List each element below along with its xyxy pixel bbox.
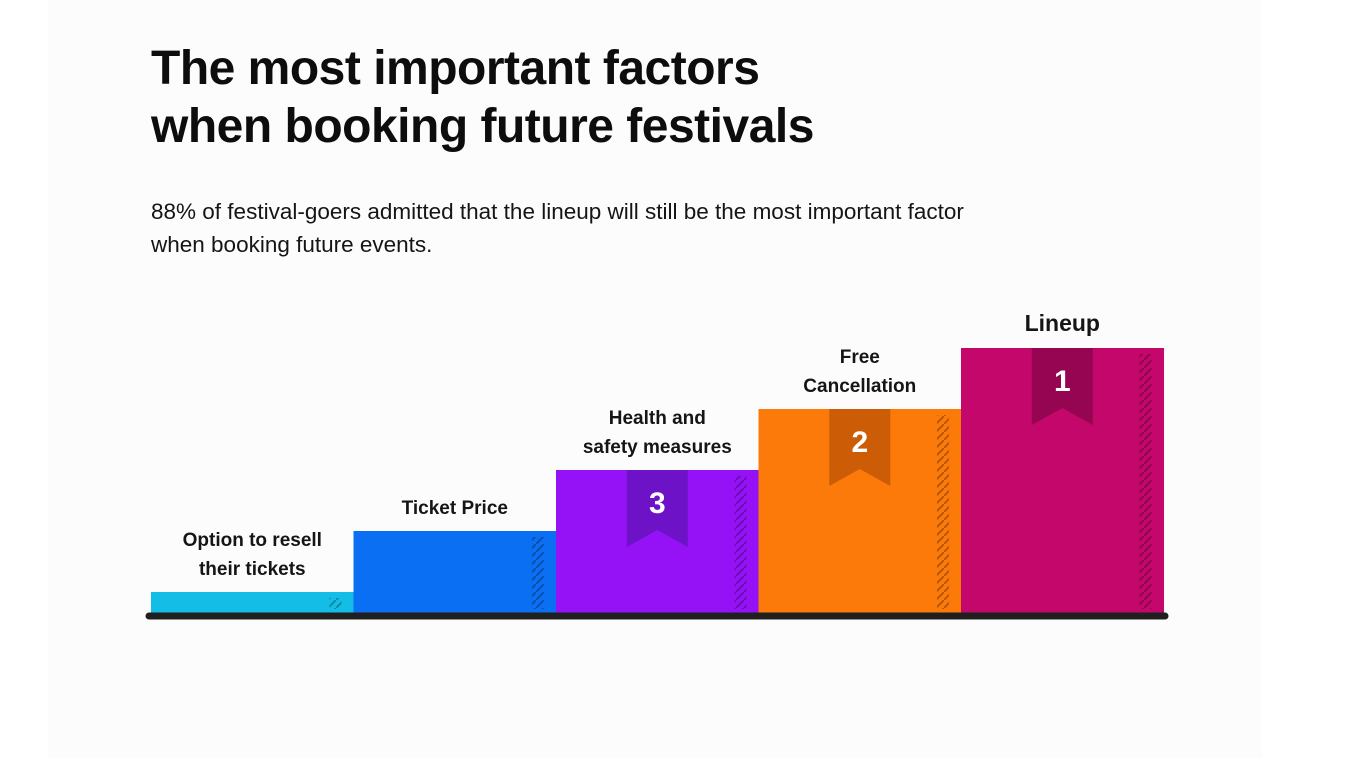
rank-ribbon bbox=[626, 470, 688, 547]
category-label: Health and safety measures bbox=[583, 408, 732, 458]
page-title: The most important factors when booking … bbox=[151, 42, 814, 153]
bar-hatch-option-to-resell-their-tickets bbox=[329, 598, 342, 609]
category-label: Option to resell their tickets bbox=[183, 530, 322, 580]
category-label: Lineup bbox=[1025, 310, 1100, 336]
bar-hatch-free-cancellation bbox=[937, 415, 949, 609]
bar-hatch-ticket-price bbox=[532, 537, 544, 609]
rank-number: 2 bbox=[851, 426, 868, 459]
subtitle: 88% of festival-goers admitted that the … bbox=[151, 199, 964, 257]
bar-option-to-resell-their-tickets bbox=[151, 592, 354, 613]
bar-ticket-price bbox=[353, 531, 557, 613]
bar-hatch-lineup bbox=[1139, 354, 1152, 609]
rank-ribbon bbox=[829, 409, 891, 486]
rank-number: 3 bbox=[649, 487, 666, 520]
rank-ribbon bbox=[1031, 348, 1093, 425]
category-label: Ticket Price bbox=[402, 498, 508, 519]
rank-number: 1 bbox=[1054, 365, 1071, 398]
category-label: Free Cancellation bbox=[803, 347, 916, 397]
bar-hatch-health-and-safety-measures bbox=[734, 476, 747, 609]
